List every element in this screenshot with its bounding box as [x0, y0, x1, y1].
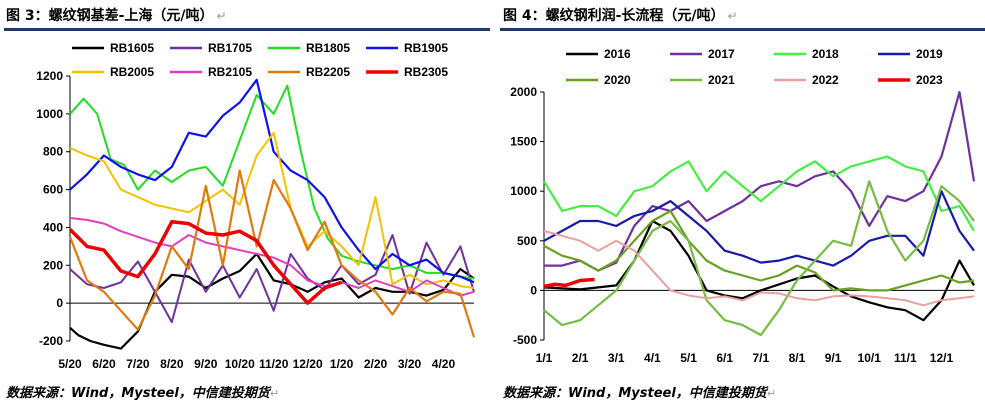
- right-x-tick-label: 8/1: [789, 351, 806, 365]
- right-series-2019: [543, 190, 975, 267]
- right-chart-title: 图 4：螺纹钢利润-长流程（元/吨） ↵: [503, 8, 738, 24]
- left-x-tick-label: 12/20: [293, 357, 323, 371]
- right-x-tick-label: 12/1: [930, 351, 954, 365]
- left-series-RB2205: [68, 169, 476, 338]
- left-series-RB1805: [69, 84, 475, 280]
- left-y-tick-label: -200: [39, 334, 63, 348]
- left-y-tick-label: 0: [56, 296, 63, 310]
- right-title-rule: [500, 28, 985, 31]
- left-series-RB2305: [68, 220, 343, 305]
- right-legend-label-2022: 2022: [812, 73, 839, 87]
- left-series-RB2105: [69, 217, 475, 297]
- right-y-tick-label: 1000: [510, 184, 537, 198]
- right-x-tick-label: 5/1: [680, 351, 697, 365]
- right-x-tick-label: 11/1: [894, 351, 917, 365]
- left-legend-label-RB2205: RB2205: [306, 65, 350, 79]
- right-legend-label-2016: 2016: [604, 47, 631, 61]
- right-series-2018: [543, 155, 975, 232]
- right-x-tick-label: 3/1: [608, 351, 625, 365]
- right-y-tick-label: 0: [530, 283, 537, 297]
- left-x-tick-label: 7/20: [126, 357, 150, 371]
- right-series-2016: [543, 219, 975, 322]
- left-x-tick-label: 10/20: [225, 357, 255, 371]
- right-series-2023: [543, 277, 595, 289]
- left-x-tick-label: 9/20: [194, 357, 218, 371]
- right-legend-label-2021: 2021: [708, 73, 735, 87]
- left-legend-label-RB2005: RB2005: [110, 65, 154, 79]
- left-x-tick-label: 8/20: [160, 357, 184, 371]
- left-x-tick-label: 1/20: [330, 357, 354, 371]
- right-legend-label-2017: 2017: [708, 47, 735, 61]
- left-source-note: 数据来源：Wind，Mysteel，中信建投期货↵: [6, 386, 280, 401]
- right-y-tick-label: 500: [517, 234, 537, 248]
- left-chart-title: 图 3：螺纹钢基差-上海（元/吨） ↵: [6, 8, 227, 24]
- right-y-tick-label: 2000: [510, 85, 537, 99]
- left-y-tick-label: 1200: [36, 69, 63, 83]
- left-y-tick-label: 600: [43, 183, 63, 197]
- left-series-RB1905: [69, 78, 475, 284]
- left-x-tick-label: 3/20: [398, 357, 422, 371]
- left-y-tick-label: 400: [43, 220, 63, 234]
- right-legend-label-2019: 2019: [916, 47, 943, 61]
- right-legend-label-2018: 2018: [812, 47, 839, 61]
- right-series-2022: [543, 229, 975, 307]
- right-source-note: 数据来源：Wind，Mysteel，中信建投期货↵: [503, 386, 777, 401]
- left-legend-label-RB2105: RB2105: [208, 65, 252, 79]
- right-x-tick-label: 2/1: [572, 351, 589, 365]
- right-x-tick-label: 4/1: [644, 351, 661, 365]
- charts-canvas: -200 0 200 400 600 800 1000 1200 5/20 6/20 7/20 8/2…: [36, 41, 976, 371]
- left-legend-label-RB2305: RB2305: [404, 65, 448, 79]
- left-legend-label-RB1805: RB1805: [306, 41, 350, 55]
- left-y-tick-label: 800: [43, 145, 63, 159]
- right-x-tick-label: 6/1: [716, 351, 733, 365]
- left-x-tick-label: 4/20: [432, 357, 456, 371]
- left-legend-label-RB1705: RB1705: [208, 41, 252, 55]
- left-x-tick-label: 11/20: [259, 357, 289, 371]
- left-title-rule: [4, 28, 490, 31]
- right-x-tick-label: 10/1: [858, 351, 882, 365]
- right-x-tick-label: 9/1: [825, 351, 842, 365]
- right-series-2020: [543, 209, 975, 292]
- left-y-tick-label: 200: [43, 258, 63, 272]
- left-legend-label-RB1905: RB1905: [404, 41, 448, 55]
- right-y-tick-label: -500: [513, 333, 537, 347]
- left-x-tick-label: 2/20: [364, 357, 388, 371]
- right-legend-label-2023: 2023: [916, 73, 943, 87]
- left-x-tick-label: 6/20: [92, 357, 116, 371]
- right-series-2021: [543, 180, 975, 337]
- right-x-tick-label: 7/1: [752, 351, 769, 365]
- right-x-tick-label: 1/1: [536, 351, 553, 365]
- right-y-tick-label: 1500: [510, 135, 537, 149]
- left-y-tick-label: 1000: [36, 107, 63, 121]
- right-series-2017: [544, 90, 976, 272]
- left-legend-label-RB1605: RB1605: [110, 41, 154, 55]
- left-series-RB2005: [69, 131, 475, 289]
- left-x-tick-label: 5/20: [58, 357, 82, 371]
- left-series-RB1705: [69, 234, 475, 324]
- right-legend-label-2020: 2020: [604, 73, 631, 87]
